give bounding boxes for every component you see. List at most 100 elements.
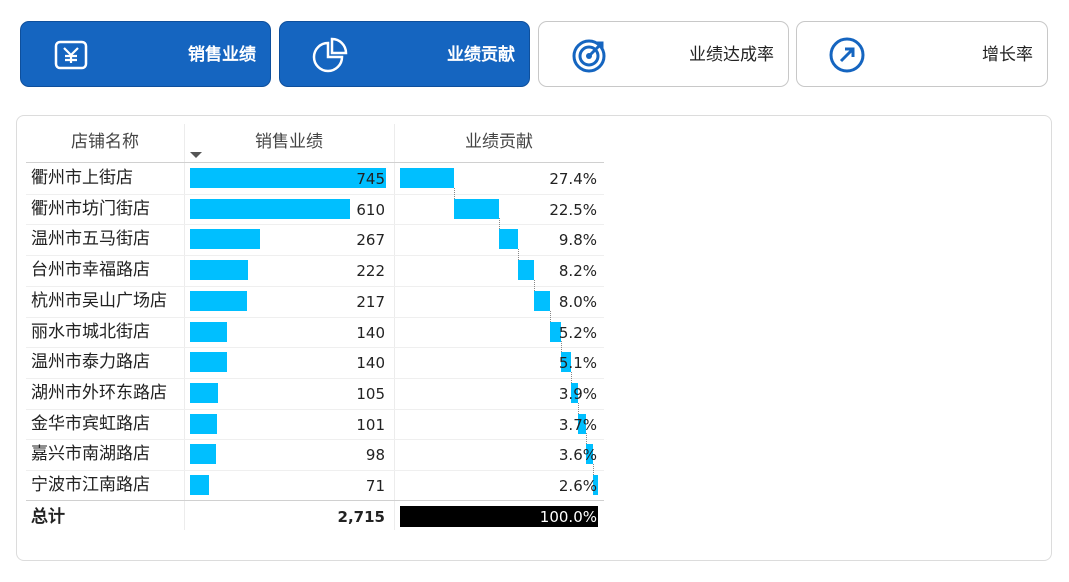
contribution-bar	[498, 229, 519, 250]
sales-value: 101	[356, 415, 385, 434]
row-divider	[26, 255, 604, 257]
contribution-bar	[534, 290, 551, 311]
waterfall-connector	[570, 371, 572, 383]
sales-bar	[190, 352, 227, 373]
contribution-percent: 2.6%	[558, 477, 597, 495]
total-label: 总计	[31, 507, 65, 527]
contribution-bar	[578, 413, 586, 434]
table-panel	[16, 115, 1052, 561]
header-store[interactable]: 店铺名称	[71, 132, 139, 152]
contribution-percent: 3.6%	[558, 446, 597, 465]
contribution-percent: 3.9%	[558, 384, 597, 403]
contribution-bar	[454, 198, 499, 219]
header-divider	[26, 162, 604, 163]
total-bar	[400, 506, 598, 527]
waterfall-connector	[534, 279, 536, 291]
sales-value: 222	[356, 262, 385, 281]
row-divider	[26, 193, 604, 195]
sales-value: 140	[356, 354, 385, 373]
tab-contribution-label: 业绩贡献	[447, 45, 515, 65]
row-divider	[26, 377, 604, 379]
row-divider	[26, 285, 604, 287]
sort-desc-icon[interactable]	[190, 152, 202, 158]
waterfall-connector	[518, 249, 520, 261]
store-name: 湖州市外环东路店	[31, 382, 167, 403]
contribution-percent: 27.4%	[549, 170, 597, 188]
store-name: 温州市五马街店	[31, 229, 150, 250]
total-sales: 2,715	[337, 508, 385, 526]
sales-value: 267	[356, 231, 385, 250]
waterfall-connector	[550, 310, 552, 322]
header-sales[interactable]: 销售业绩	[255, 132, 323, 152]
sales-bar	[190, 229, 261, 250]
tab-sales-label: 销售业绩	[188, 45, 256, 65]
arrow-up-right-icon	[829, 37, 865, 73]
contribution-percent: 9.8%	[558, 231, 597, 250]
waterfall-connector	[578, 402, 580, 414]
sales-bar	[190, 260, 249, 281]
row-divider	[26, 316, 604, 318]
waterfall-connector	[585, 433, 587, 445]
sales-value: 745	[356, 170, 385, 188]
column-divider	[394, 124, 395, 530]
column-divider	[184, 124, 185, 530]
sales-value: 610	[356, 200, 385, 219]
waterfall-connector	[592, 464, 594, 475]
contribution-percent: 8.2%	[558, 262, 597, 281]
contribution-percent: 5.2%	[558, 323, 597, 342]
contribution-percent: 5.1%	[558, 354, 597, 373]
header-contribution[interactable]: 业绩贡献	[465, 132, 533, 152]
contribution-bar	[550, 321, 561, 342]
waterfall-connector	[560, 341, 562, 353]
tab-growth[interactable]: 增长率	[796, 21, 1048, 87]
sales-bar	[190, 382, 218, 403]
tab-achievement[interactable]: 业绩达成率	[538, 21, 789, 87]
store-name: 宁波市江南路店	[31, 475, 150, 495]
waterfall-connector	[454, 187, 456, 199]
target-icon	[572, 39, 606, 73]
pie-chart-icon	[312, 37, 348, 73]
sales-value: 71	[365, 477, 385, 495]
sales-bar	[190, 290, 248, 311]
row-divider	[26, 224, 604, 226]
store-name: 衢州市坊门街店	[31, 198, 150, 219]
contribution-bar	[400, 168, 455, 188]
contribution-bar	[570, 382, 579, 403]
tab-bar: 销售业绩 业绩贡献 业绩达成率 增长率	[20, 21, 1048, 89]
sales-bar	[190, 444, 216, 465]
tab-growth-label: 增长率	[982, 45, 1033, 65]
sales-value: 105	[356, 384, 385, 403]
contribution-bar	[585, 444, 593, 465]
contribution-bar	[560, 352, 571, 373]
sales-bar	[190, 321, 227, 342]
contribution-percent: 22.5%	[549, 200, 597, 219]
row-divider	[26, 408, 604, 410]
row-divider	[26, 470, 604, 471]
sales-value: 217	[356, 292, 385, 311]
tab-sales[interactable]: 销售业绩	[20, 21, 271, 87]
sales-bar	[190, 475, 209, 495]
row-divider	[26, 439, 604, 441]
tab-achievement-label: 业绩达成率	[689, 45, 774, 65]
store-name: 温州市泰力路店	[31, 352, 150, 373]
yen-icon	[54, 40, 88, 70]
contribution-percent: 3.7%	[558, 415, 597, 434]
waterfall-connector	[498, 218, 500, 230]
store-name: 杭州市吴山广场店	[31, 290, 167, 311]
sales-value: 140	[356, 323, 385, 342]
store-name: 嘉兴市南湖路店	[31, 444, 150, 465]
sales-bar	[190, 198, 351, 219]
contribution-bar	[518, 260, 535, 281]
sales-bar	[190, 168, 386, 188]
total-percent: 100.0%	[539, 508, 597, 526]
tab-contribution[interactable]: 业绩贡献	[279, 21, 530, 87]
sales-bar	[190, 413, 217, 434]
store-name: 丽水市城北街店	[31, 321, 150, 342]
store-name: 台州市幸福路店	[31, 260, 150, 281]
contribution-bar	[592, 475, 598, 495]
total-divider	[26, 500, 604, 501]
store-name: 金华市宾虹路店	[31, 413, 150, 434]
store-name: 衢州市上街店	[31, 168, 133, 188]
sales-value: 98	[365, 446, 385, 465]
row-divider	[26, 347, 604, 349]
